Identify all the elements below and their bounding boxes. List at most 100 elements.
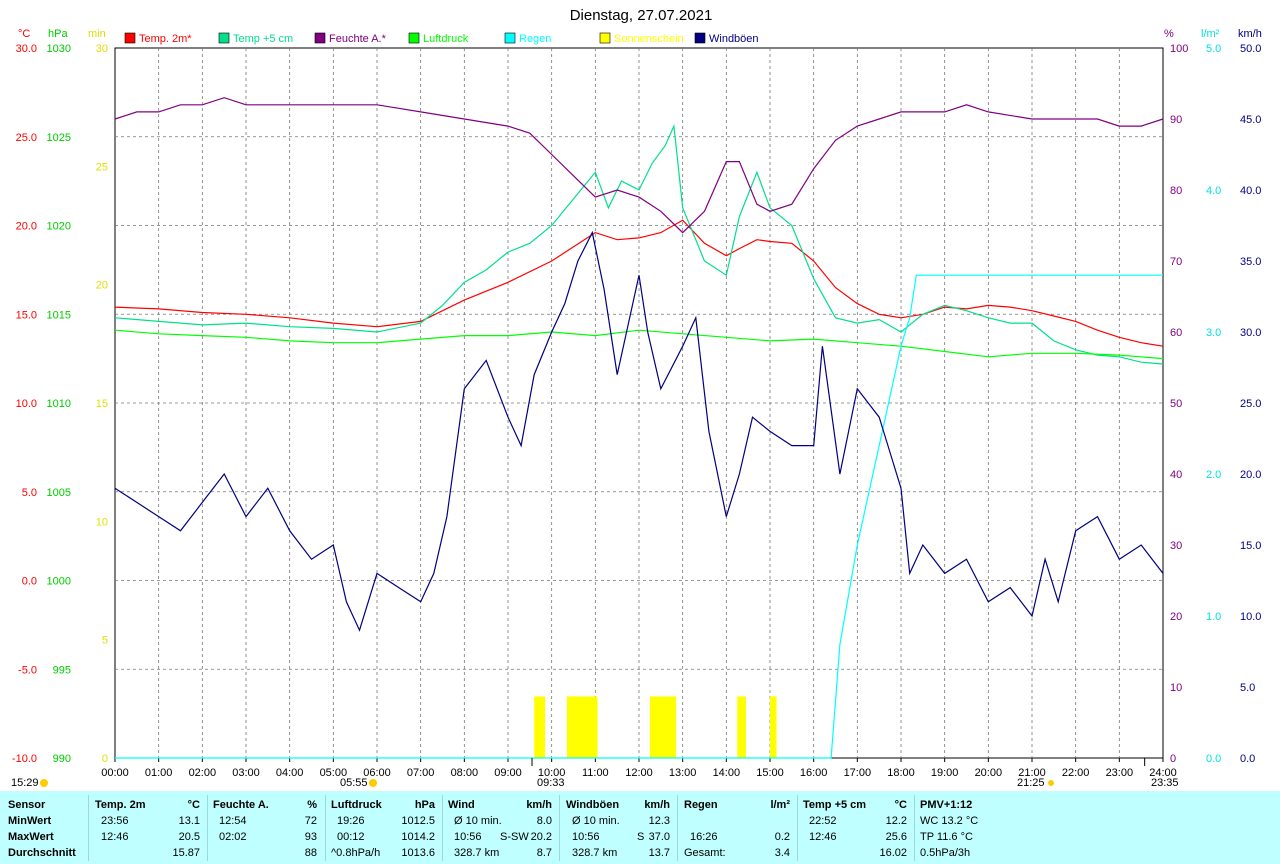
time-tick-label: 19:00 <box>931 767 959 779</box>
stats-cell: 0.2 <box>774 831 790 843</box>
humidity-tick-label: 90 <box>1170 114 1182 126</box>
stats-row-label: Durchschnitt <box>8 847 76 859</box>
stats-header-temp-unit: °C <box>187 799 200 811</box>
pressure-tick-label: 990 <box>53 753 71 765</box>
sunshine-bar <box>737 696 746 758</box>
time-tick-label: 24:00 <box>1149 767 1177 779</box>
stats-cell: 12:46 <box>809 831 837 843</box>
humidity-tick-label: 60 <box>1170 327 1182 339</box>
time-tick-label: 04:00 <box>276 767 304 779</box>
legend-label: Regen <box>519 33 551 45</box>
wind-tick-label: 45.0 <box>1240 114 1261 126</box>
time-markers: 15:29 05:55 09:33 21:25 23:35 <box>11 758 1179 789</box>
temp-tick-label: 20.0 <box>16 221 37 233</box>
sun-tick-label: 20 <box>96 280 108 292</box>
stats-cell: 10:56 <box>454 831 482 843</box>
sunrise-label: 05:55 <box>340 777 368 789</box>
wind-tick-label: 5.0 <box>1240 682 1255 694</box>
legend-label: Temp +5 cm <box>233 33 293 45</box>
pressure-tick-label: 1000 <box>47 576 71 588</box>
wind-tick-label: 35.0 <box>1240 256 1261 268</box>
stats-header-boen: Windböen <box>566 799 620 811</box>
temp-tick-label: 15.0 <box>16 309 37 321</box>
time-tick-label: 01:00 <box>145 767 173 779</box>
rain-tick-label: 1.0 <box>1206 611 1221 623</box>
current-time-icon <box>40 779 48 787</box>
humidity-tick-label: 50 <box>1170 398 1182 410</box>
time-tick-label: 13:00 <box>669 767 697 779</box>
time-tick-label: 15:00 <box>756 767 784 779</box>
stats-cell: S-SW <box>500 831 529 843</box>
stats-cell: 328.7 km <box>572 847 618 859</box>
time-tick-label: 05:00 <box>320 767 348 779</box>
stats-cell: 88 <box>304 847 317 859</box>
stats-cell: 72 <box>304 815 317 827</box>
rain-line <box>115 274 1163 759</box>
end-time-label: 23:35 <box>1151 777 1179 789</box>
statistics-panel: Sensor Temp. 2m °C Feuchte A. % Luftdruc… <box>0 791 1280 864</box>
legend-label: Feuchte A.* <box>329 33 387 45</box>
wind-tick-label: 10.0 <box>1240 611 1261 623</box>
stats-cell: 02:02 <box>219 831 247 843</box>
temp-tick-label: -10.0 <box>12 753 37 765</box>
stats-cell: 22:52 <box>809 815 837 827</box>
stats-cell: 93 <box>304 831 317 843</box>
stats-cell: 20.5 <box>178 831 200 843</box>
sun-tick-label: 25 <box>96 161 108 173</box>
humidity-tick-label: 70 <box>1170 256 1182 268</box>
pressure-tick-label: 1010 <box>47 398 71 410</box>
sun-tick-label: 15 <box>96 398 108 410</box>
stats-cell: 8.0 <box>536 815 552 827</box>
rain-tick-label: 0.0 <box>1206 753 1221 765</box>
humidity-line <box>114 97 1164 234</box>
sun-unit-label: min <box>88 28 106 40</box>
stats-cell: 12.2 <box>885 815 907 827</box>
sunshine-bar <box>566 696 598 758</box>
stats-cell: 1013.6 <box>401 847 435 859</box>
axis-units: °C hPa min % l/m² km/h <box>18 28 1262 40</box>
sunset-icon <box>1048 780 1054 786</box>
sunrise-icon <box>369 779 377 787</box>
time-tick-label: 07:00 <box>407 767 435 779</box>
stats-cell: Ø 10 min. <box>454 815 502 827</box>
time-tick-label: 21:00 <box>1018 767 1046 779</box>
series-lines <box>114 97 1164 759</box>
stats-cell: 0.5hPa/3h <box>920 847 971 859</box>
time-tick-label: 18:00 <box>887 767 915 779</box>
rain-tick-label: 5.0 <box>1206 43 1221 55</box>
legend-swatch <box>408 32 420 44</box>
stats-cell: Gesamt: <box>684 847 726 859</box>
time-tick-label: 17:00 <box>844 767 872 779</box>
sunshine-bar <box>770 696 777 758</box>
legend-swatch <box>314 32 326 44</box>
stats-row-label: MinWert <box>8 815 52 827</box>
temp-2m-line <box>114 219 1164 347</box>
stats-cell: 37.0 <box>648 831 670 843</box>
stats-row-label: MaxWert <box>8 831 54 843</box>
time-tick-label: 20:00 <box>975 767 1003 779</box>
sun-tick-label: 5 <box>102 635 108 647</box>
axis-ticks: 30.025.020.015.010.05.00.0-5.0-10.010301… <box>12 43 1262 779</box>
stats-cell: 1012.5 <box>401 815 435 827</box>
stats-header-regen-unit: l/m² <box>770 799 790 811</box>
time-tick-label: 16:00 <box>800 767 828 779</box>
stats-header-pmv: PMV+1:12 <box>920 799 973 811</box>
rain-tick-label: 4.0 <box>1206 185 1221 197</box>
sun-tick-label: 0 <box>102 753 108 765</box>
wind-tick-label: 30.0 <box>1240 327 1261 339</box>
stats-header-feuchte-unit: % <box>307 799 317 811</box>
stats-header-temp5: Temp +5 cm <box>803 799 867 811</box>
time-tick-label: 00:00 <box>101 767 129 779</box>
pressure-tick-label: 1005 <box>47 487 71 499</box>
stats-header-temp: Temp. 2m <box>95 799 146 811</box>
stats-header-sensor: Sensor <box>8 799 46 811</box>
wind-unit-label: km/h <box>1238 28 1262 40</box>
weather-chart: Dienstag, 27.07.2021 Temp. 2m* Temp +5 cm… <box>11 7 1262 789</box>
temp-tick-label: 5.0 <box>22 487 37 499</box>
stats-cell: S <box>637 831 645 843</box>
humidity-tick-label: 20 <box>1170 611 1182 623</box>
stats-header-regen: Regen <box>684 799 718 811</box>
stats-cell: 15.87 <box>172 847 200 859</box>
time-tick-label: 14:00 <box>713 767 741 779</box>
time-tick-label: 22:00 <box>1062 767 1090 779</box>
